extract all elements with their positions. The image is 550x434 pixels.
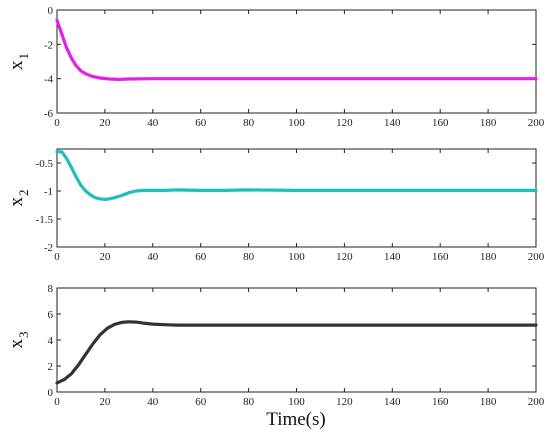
y-axis-label-main: x: [6, 197, 27, 207]
x-tick-label: 160: [432, 396, 449, 408]
y-tick-label: 0: [48, 5, 54, 17]
y-tick-label: -4: [44, 74, 54, 86]
y-tick-label: -1: [44, 186, 53, 198]
x-tick-label: 0: [54, 251, 60, 263]
x-tick-label: 60: [195, 117, 207, 129]
y-tick-label: -2: [44, 242, 53, 254]
y-axis-label: x1: [6, 53, 31, 70]
x-tick-label: 200: [528, 251, 545, 263]
x-tick-label: 0: [54, 117, 60, 129]
x-tick-label: 180: [480, 117, 497, 129]
x-tick-label: 20: [99, 251, 111, 263]
y-tick-label: -0.5: [36, 158, 54, 170]
x-tick-label: 120: [336, 396, 353, 408]
x-tick-label: 40: [147, 251, 159, 263]
x-tick-label: 100: [288, 251, 305, 263]
y-tick-label: 8: [48, 283, 54, 295]
series-line: [55, 18, 538, 82]
x-tick-label: 80: [243, 117, 255, 129]
x-tick-label: 20: [99, 117, 111, 129]
y-axis-label-subscript: 1: [16, 53, 31, 60]
x-tick-label: 40: [147, 396, 159, 408]
y-tick-label: 6: [48, 309, 54, 321]
x-tick-label: 0: [54, 396, 60, 408]
x-tick-label: 140: [384, 251, 401, 263]
y-axis-label-main: x: [6, 60, 27, 70]
x-tick-label: 80: [243, 396, 255, 408]
y-tick-label: -6: [44, 108, 54, 120]
x-axis-label: Time(s): [266, 409, 325, 430]
y-tick-label: 4: [48, 335, 54, 347]
y-axis-label: x3: [6, 332, 31, 349]
x-tick-label: 20: [99, 396, 111, 408]
x-tick-label: 180: [480, 251, 497, 263]
x-tick-label: 200: [528, 396, 545, 408]
y-axis-label-main: x: [6, 339, 27, 349]
y-tick-label: 0: [48, 387, 54, 399]
series-line: [55, 150, 538, 201]
x-tick-label: 200: [528, 117, 545, 129]
y-tick-label: 2: [48, 361, 54, 373]
x-tick-label: 120: [336, 117, 353, 129]
x-tick-label: 100: [288, 396, 305, 408]
subplot-1: 0 20 40 60 80 100 120 140 160 180 200 -6 -4 -2 0 x1: [6, 5, 545, 129]
x-tick-label: 160: [432, 117, 449, 129]
x-tick-label: 140: [384, 396, 401, 408]
y-axis-label-subscript: 2: [16, 190, 31, 197]
x-tick-label: 140: [384, 117, 401, 129]
y-tick-label: -2: [44, 39, 53, 51]
x-tick-label: 60: [195, 251, 207, 263]
x-tick-label: 160: [432, 251, 449, 263]
axes-frame: [56, 148, 537, 248]
x-tick-label: 80: [243, 251, 255, 263]
x-tick-label: 180: [480, 396, 497, 408]
y-axis-label: x2: [6, 190, 31, 207]
y-tick-label: -1.5: [36, 214, 54, 226]
y-axis-label-subscript: 3: [16, 332, 31, 339]
series-line: [55, 320, 538, 385]
axes-frame: [56, 287, 537, 393]
axes-frame: [56, 9, 537, 114]
x-tick-label: 100: [288, 117, 305, 129]
x-tick-label: 40: [147, 117, 159, 129]
x-tick-label: 120: [336, 251, 353, 263]
subplot-3: 0 20 40 60 80 100 120 140 160 180 200 0 2 4 6 8 x3: [6, 283, 545, 408]
subplot-2: 0 20 40 60 80 100 120 140 160 180 200 -2 -1.5 -1 -0.5 x…: [6, 148, 545, 263]
x-tick-label: 60: [195, 396, 207, 408]
